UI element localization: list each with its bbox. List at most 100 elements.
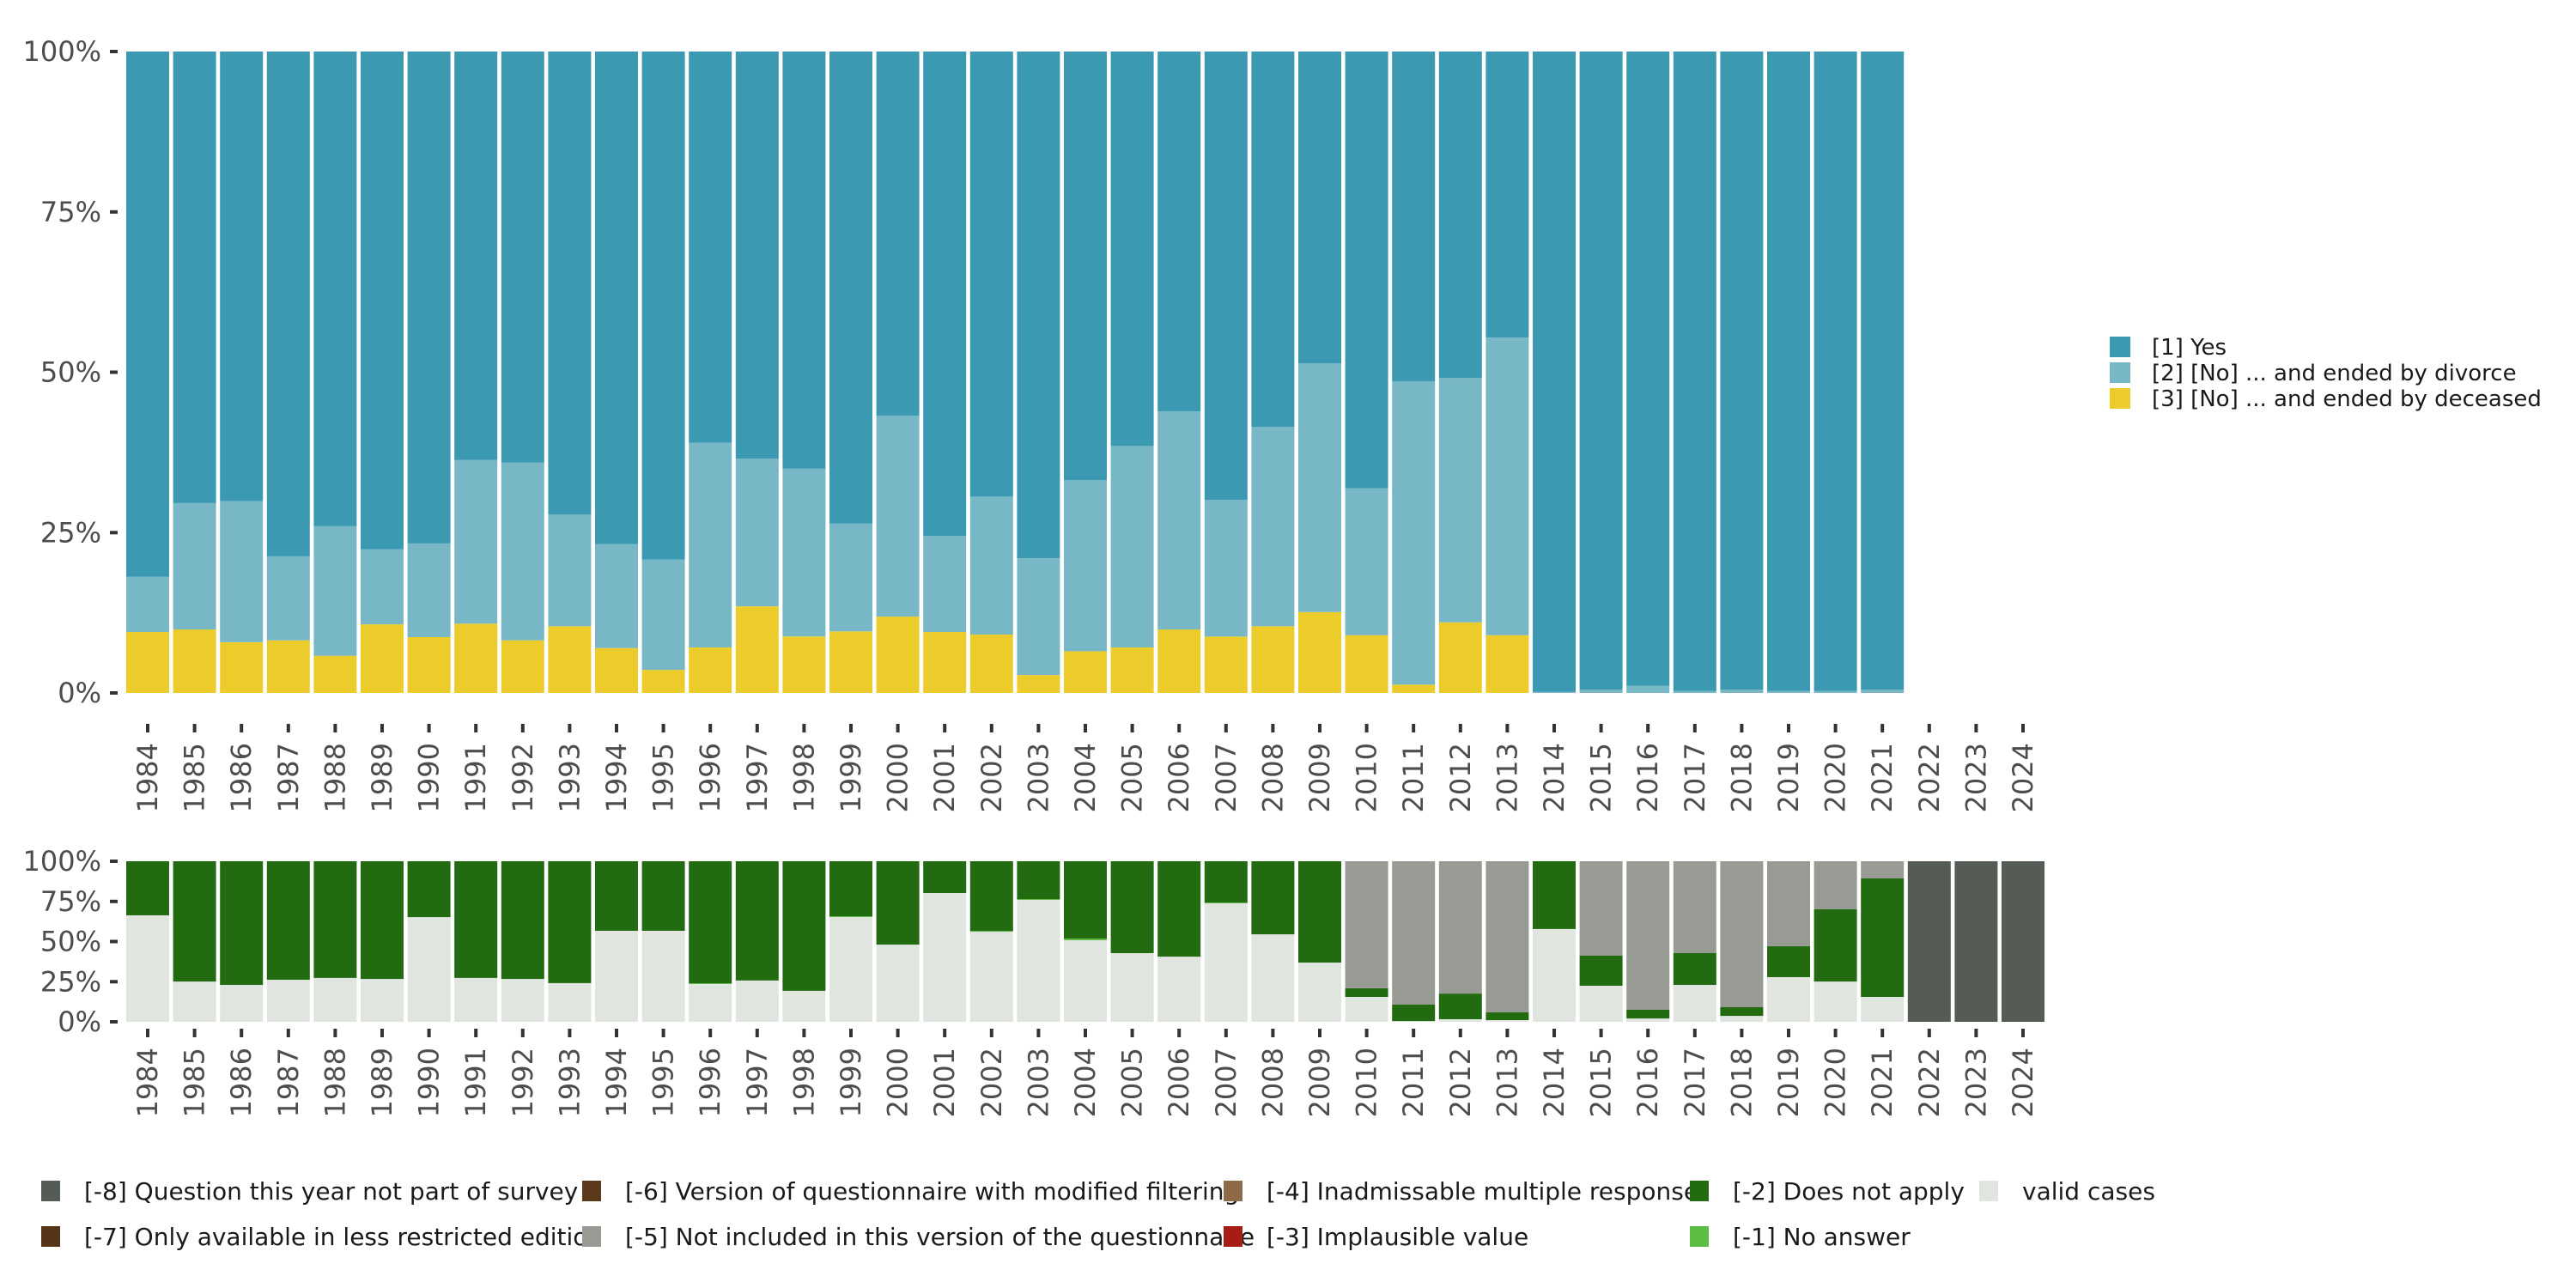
x-tick-mark [1130, 724, 1134, 732]
bar-segment-2009-s0 [1298, 611, 1341, 693]
y-tick-mark [110, 531, 118, 535]
x-tick-label: 2002 [975, 1048, 1008, 1117]
x-tick-mark [1927, 1029, 1931, 1037]
bar-segment-1991-s0 [454, 623, 498, 693]
x-tick-mark [1224, 724, 1228, 732]
bar-segment-2012-s2 [1438, 52, 1482, 379]
bar-segment-1997-s1 [735, 459, 779, 607]
bar-segment-1985-s2 [173, 52, 216, 503]
bar-segment-1994-s0 [595, 931, 638, 1022]
x-tick-label: 1990 [413, 743, 446, 812]
y-tick-label: 75% [40, 196, 101, 228]
bar-segment-1995-s0 [641, 670, 685, 693]
legend-label: valid cases [2022, 1177, 2155, 1206]
bar-segment-1989-s2 [361, 861, 404, 980]
x-tick-label: 1990 [413, 1048, 446, 1117]
x-tick-label: 2018 [1725, 743, 1758, 812]
bar-segment-2019-s2 [1767, 52, 1810, 691]
x-tick-label: 2024 [2007, 1048, 2039, 1117]
x-tick-label: 2007 [1210, 743, 1242, 812]
bar-segment-1997-s0 [735, 606, 779, 693]
bar-segment-2013-s3 [1485, 861, 1529, 1012]
x-tick-mark [333, 1029, 337, 1037]
bar-segment-2000-s2 [876, 861, 920, 945]
bar-segment-1987-s2 [266, 861, 310, 980]
x-tick-mark [802, 724, 806, 732]
x-tick-label: 2017 [1679, 1048, 1711, 1117]
x-tick-label: 1995 [647, 743, 680, 812]
bar-segment-2015-s2 [1579, 956, 1623, 986]
bar-segment-1984-s0 [126, 632, 169, 693]
bar-segment-2017-s0 [1673, 985, 1716, 1022]
bar-segment-1990-s0 [407, 917, 451, 1022]
bar-segment-1999-s1 [829, 916, 872, 917]
bar-segment-2009-s2 [1298, 861, 1341, 963]
x-tick-mark [427, 724, 431, 732]
bar-segment-2005-s1 [1110, 446, 1154, 647]
legend-label: [-2] Does not apply [1733, 1177, 1965, 1206]
legend-swatch [1224, 1181, 1242, 1201]
x-tick-mark [1880, 1029, 1885, 1037]
bar-segment-2003-s2 [1017, 52, 1060, 559]
x-tick-label: 1989 [366, 1048, 398, 1117]
x-tick-label: 1988 [319, 1048, 351, 1117]
x-tick-mark [615, 1029, 618, 1037]
bar-segment-1999-s1 [829, 523, 872, 632]
bar-segment-2017-s3 [1673, 861, 1716, 953]
top-legend: [1] Yes[2] [No] ... and ended by divorce… [2110, 335, 2542, 412]
x-tick-mark [896, 1029, 900, 1037]
x-tick-label: 2013 [1491, 1048, 1523, 1117]
bar-segment-1984-s1 [126, 576, 169, 632]
x-tick-mark [1787, 724, 1790, 732]
x-tick-mark [1974, 724, 1978, 732]
x-tick-mark [1458, 724, 1462, 732]
bar-segment-1989-s2 [361, 52, 404, 550]
x-tick-label: 1989 [366, 743, 398, 812]
bar-segment-2013-s0 [1485, 635, 1529, 693]
y-tick-mark [110, 691, 118, 695]
x-tick-label: 1997 [741, 1048, 774, 1117]
x-tick-label: 2024 [2007, 743, 2039, 812]
bar-segment-2004-s2 [1064, 861, 1107, 939]
x-tick-label: 2023 [1959, 1048, 1992, 1117]
bar-segment-1987-s1 [266, 556, 310, 641]
bar-segment-2007-s0 [1204, 636, 1248, 693]
x-tick-label: 2019 [1772, 1048, 1805, 1117]
bar-segment-2024-s4 [2002, 861, 2044, 1022]
x-tick-label: 1985 [179, 1048, 211, 1117]
x-tick-mark [849, 724, 853, 732]
x-tick-label: 1997 [741, 743, 774, 812]
bar-segment-2019-s3 [1767, 861, 1810, 946]
legend-swatch [41, 1226, 60, 1247]
x-tick-mark [1740, 1029, 1744, 1037]
x-tick-mark [1084, 724, 1087, 732]
x-tick-label: 1998 [787, 1048, 820, 1117]
x-tick-label: 2010 [1351, 1048, 1383, 1117]
bar-segment-2013-s2 [1485, 1012, 1529, 1020]
x-tick-label: 1996 [694, 1048, 726, 1117]
x-tick-label: 1986 [225, 1048, 258, 1117]
x-tick-mark [520, 724, 525, 732]
bar-segment-1989-s0 [361, 979, 404, 1022]
x-tick-label: 2005 [1116, 1048, 1149, 1117]
bar-segment-2016-s3 [1626, 861, 1670, 1010]
x-tick-mark [989, 1029, 993, 1037]
x-tick-mark [1552, 724, 1556, 732]
x-tick-mark [1833, 724, 1838, 732]
x-tick-mark [708, 1029, 713, 1037]
x-tick-label: 2017 [1679, 743, 1711, 812]
x-tick-mark [943, 724, 947, 732]
bar-segment-2008-s0 [1251, 626, 1295, 693]
bar-segment-1997-s2 [735, 52, 779, 459]
bar-segment-1990-s0 [407, 637, 451, 693]
bar-segment-2014-s2 [1533, 52, 1576, 692]
bar-segment-2007-s2 [1204, 52, 1248, 501]
x-tick-mark [1036, 1029, 1041, 1037]
bar-segment-2015-s0 [1579, 985, 1623, 1022]
x-tick-label: 2022 [1913, 1048, 1946, 1117]
bar-segment-2016-s1 [1626, 685, 1670, 693]
x-tick-mark [286, 1029, 290, 1037]
bar-segment-1987-s0 [266, 980, 310, 1022]
top-x-axis: 1984 1985 1986 1987 1988 1989 1990 1991 1992 1993… [131, 724, 2039, 812]
